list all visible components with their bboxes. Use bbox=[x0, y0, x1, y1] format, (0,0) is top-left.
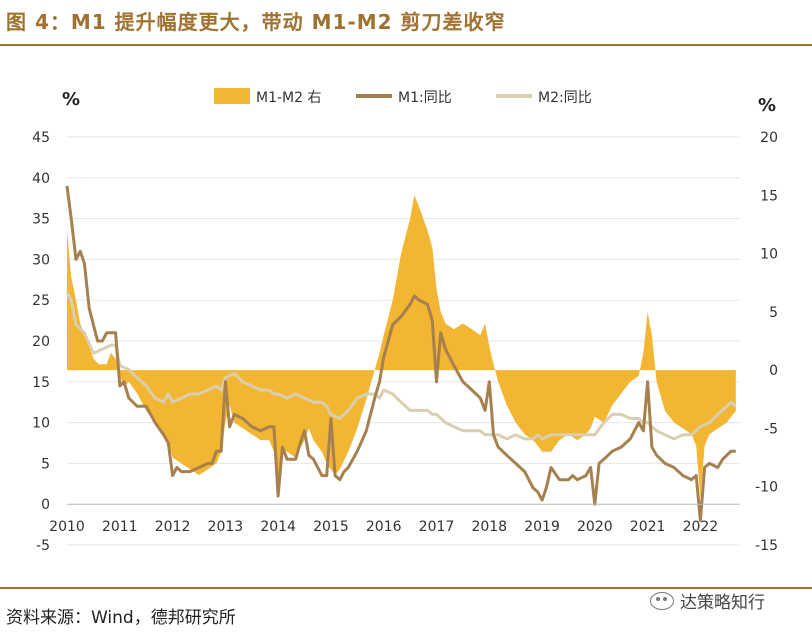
left-tick-label: 0 bbox=[41, 497, 50, 513]
m2-line bbox=[65, 291, 737, 441]
right-tick-label: 5 bbox=[769, 305, 778, 321]
page-title: 图 4：M1 提升幅度更大，带动 M1-M2 剪刀差收窄 bbox=[6, 10, 506, 34]
left-axis-ticks: -5 0 5 10 15 20 25 30 35 40 45 bbox=[32, 130, 50, 554]
m1-line bbox=[65, 185, 736, 522]
x-tick-label: 2018 bbox=[471, 519, 507, 535]
legend-swatch-spread bbox=[214, 88, 250, 104]
left-tick-label: 45 bbox=[32, 130, 50, 146]
gridlines bbox=[67, 136, 740, 546]
right-tick-label: 10 bbox=[760, 247, 778, 263]
right-tick-label: -10 bbox=[755, 480, 778, 496]
x-tick-label: 2010 bbox=[49, 519, 85, 535]
left-tick-label: 30 bbox=[32, 252, 50, 268]
right-tick-label: 0 bbox=[769, 363, 778, 379]
right-tick-label: 20 bbox=[760, 130, 778, 146]
left-tick-label: 5 bbox=[41, 456, 50, 472]
x-tick-label: 2019 bbox=[524, 519, 560, 535]
right-tick-label: -5 bbox=[764, 421, 778, 437]
right-axis-ticks: -15 -10 -5 0 5 10 15 20 bbox=[755, 130, 778, 554]
x-tick-label: 2020 bbox=[577, 519, 613, 535]
right-tick-label: 15 bbox=[760, 188, 778, 204]
legend-label-spread: M1-M2 右 bbox=[256, 90, 321, 106]
x-tick-label: 2014 bbox=[260, 519, 296, 535]
left-tick-label: 40 bbox=[32, 171, 50, 187]
x-tick-label: 2013 bbox=[208, 519, 244, 535]
left-tick-label: -5 bbox=[36, 538, 50, 554]
wechat-icon bbox=[650, 591, 674, 610]
x-tick-label: 2016 bbox=[366, 519, 402, 535]
left-tick-label: 20 bbox=[32, 334, 50, 350]
left-tick-label: 15 bbox=[32, 375, 50, 391]
right-axis-label: % bbox=[758, 95, 776, 116]
left-tick-label: 25 bbox=[32, 293, 50, 309]
left-tick-label: 10 bbox=[32, 416, 50, 432]
x-tick-label: 2022 bbox=[683, 519, 719, 535]
source-note: 资料来源：Wind，德邦研究所 bbox=[6, 608, 236, 628]
watermark: 达策略知行 bbox=[650, 588, 765, 613]
watermark-text: 达策略知行 bbox=[680, 593, 765, 613]
legend-label-m1: M1:同比 bbox=[398, 90, 452, 106]
spread-area bbox=[67, 195, 736, 499]
x-axis-ticks: 2010 2011 2012 2013 2014 2015 2016 2017 2018 2019… bbox=[49, 519, 718, 535]
x-tick-label: 2021 bbox=[630, 519, 666, 535]
x-tick-label: 2017 bbox=[419, 519, 455, 535]
legend-label-m2: M2:同比 bbox=[538, 90, 592, 106]
left-axis-label: % bbox=[62, 89, 80, 110]
right-tick-label: -15 bbox=[755, 538, 778, 554]
x-tick-label: 2012 bbox=[155, 519, 191, 535]
left-tick-label: 35 bbox=[32, 212, 50, 228]
legend: M1-M2 右 M1:同比 M2:同比 bbox=[214, 88, 592, 106]
x-tick-label: 2011 bbox=[102, 519, 138, 535]
x-tick-label: 2015 bbox=[313, 519, 349, 535]
